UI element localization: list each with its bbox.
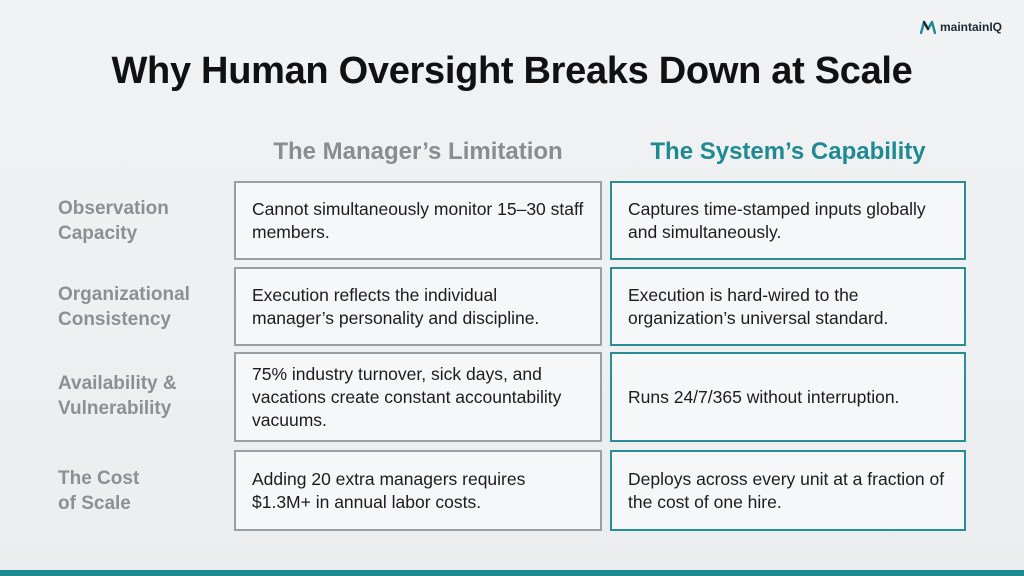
capability-cell-consistency: Execution is hard-wired to the organizat…: [610, 267, 966, 346]
brand-logo: maintainIQ: [919, 20, 1002, 34]
limitation-text: 75% industry turnover, sick days, and va…: [252, 363, 562, 430]
limitation-cell-availability: 75% industry turnover, sick days, and va…: [234, 352, 602, 442]
maintainiq-logo-icon: [919, 20, 936, 34]
capability-cell-cost: Deploys across every unit at a fraction …: [610, 450, 966, 531]
row-label-organizational-consistency: Organizational Consistency: [58, 282, 228, 332]
capability-text: Runs 24/7/365 without interruption.: [628, 386, 900, 407]
column-header-capability: The System’s Capability: [650, 138, 926, 165]
limitation-text: Adding 20 extra managers requires $1.3M+…: [252, 468, 526, 512]
accent-bar: [0, 570, 1024, 576]
row-label-line: The Cost: [58, 468, 140, 489]
row-label-line: Observation: [58, 198, 169, 219]
capability-text: Execution is hard-wired to the organizat…: [628, 284, 889, 328]
row-label-observation-capacity: Observation Capacity: [58, 196, 228, 246]
row-label-cost-of-scale: The Cost of Scale: [58, 466, 228, 516]
limitation-text: Execution reflects the individual manage…: [252, 284, 540, 328]
row-label-line: of Scale: [58, 493, 131, 514]
limitation-text: Cannot simultaneously monitor 15–30 staf…: [252, 198, 584, 242]
page-title: Why Human Oversight Breaks Down at Scale: [111, 50, 913, 92]
row-label-availability-vulnerability: Availability & Vulnerability: [58, 371, 228, 421]
row-label-line: Availability &: [58, 373, 177, 394]
limitation-cell-observation: Cannot simultaneously monitor 15–30 staf…: [234, 181, 602, 260]
row-label-line: Vulnerability: [58, 398, 172, 419]
limitation-cell-cost: Adding 20 extra managers requires $1.3M+…: [234, 450, 602, 531]
capability-cell-availability: Runs 24/7/365 without interruption.: [610, 352, 966, 442]
row-label-line: Consistency: [58, 309, 171, 330]
capability-text: Captures time-stamped inputs globally an…: [628, 198, 926, 242]
row-label-line: Capacity: [58, 223, 138, 244]
capability-text: Deploys across every unit at a fraction …: [628, 468, 945, 512]
capability-cell-observation: Captures time-stamped inputs globally an…: [610, 181, 966, 260]
limitation-cell-consistency: Execution reflects the individual manage…: [234, 267, 602, 346]
brand-name: maintainIQ: [939, 20, 1002, 34]
column-header-limitation: The Manager’s Limitation: [273, 138, 563, 165]
row-label-line: Organizational: [58, 284, 190, 305]
